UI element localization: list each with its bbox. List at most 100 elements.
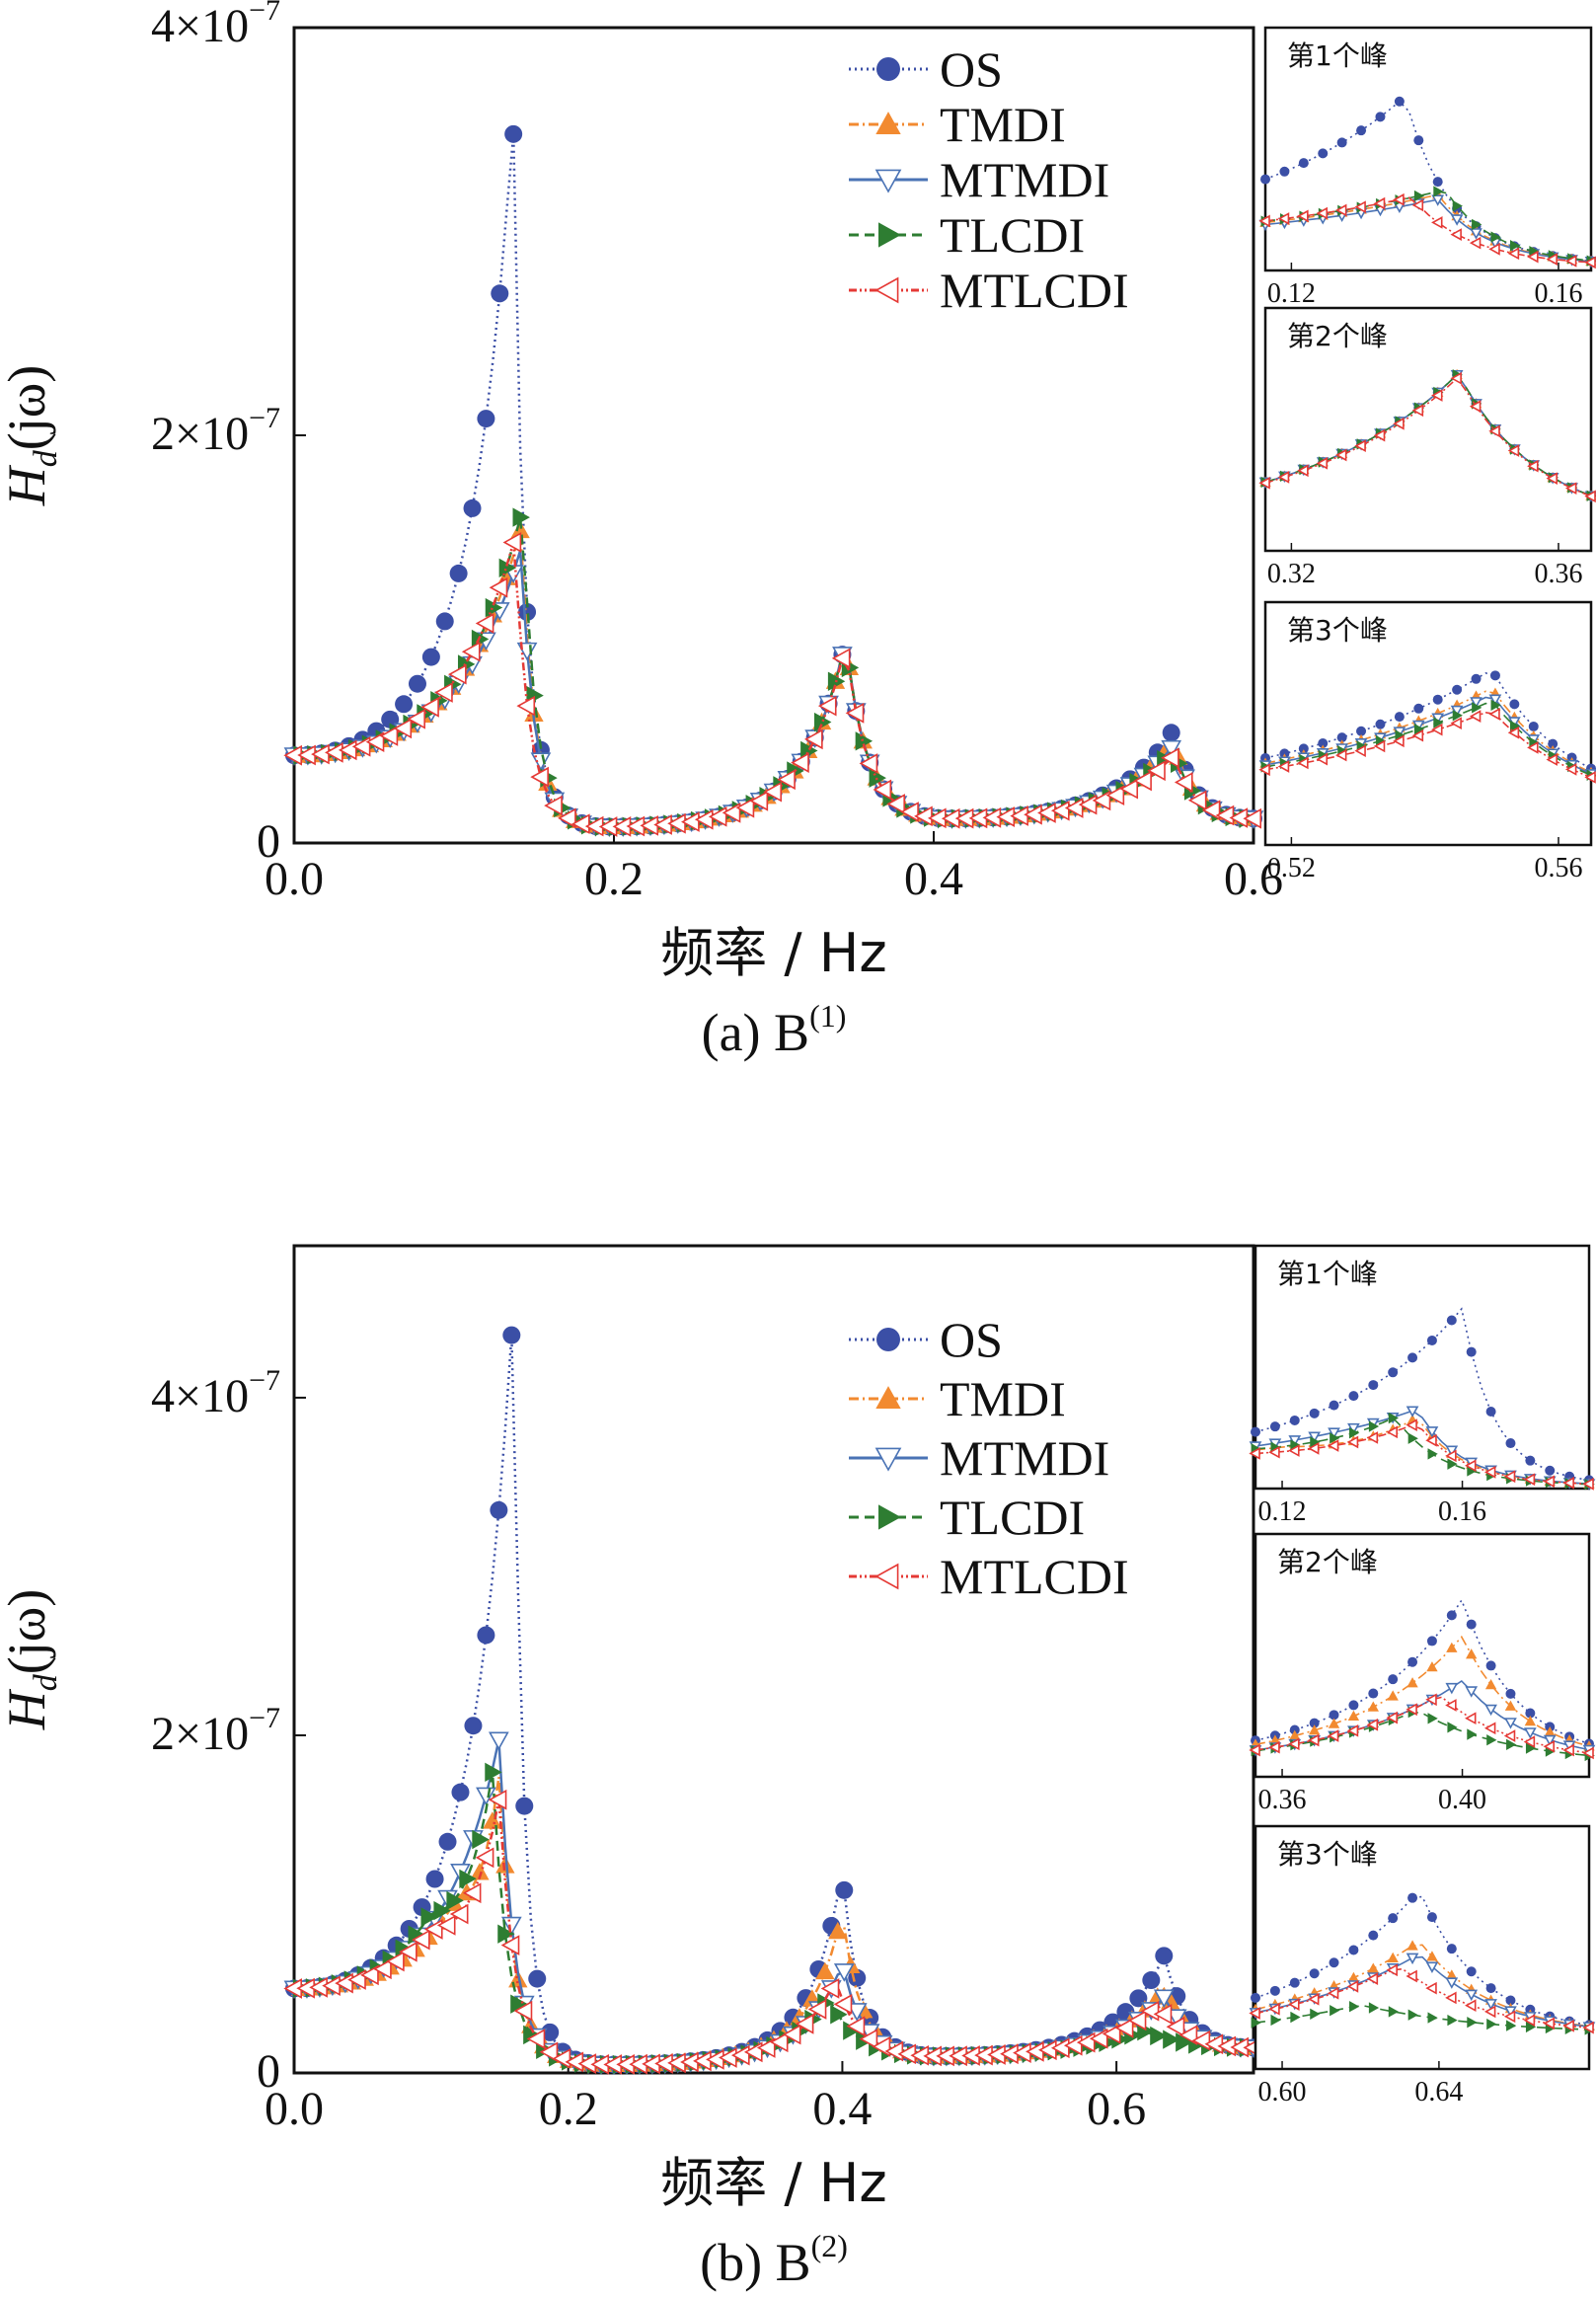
inset-tick-label: 0.64 <box>1414 2077 1463 2107</box>
inset-data-point <box>1249 1743 1260 1757</box>
x-tick-label: 0.4 <box>904 853 963 905</box>
data-point <box>477 1626 495 1645</box>
inset-data-point <box>1329 1710 1339 1721</box>
inset-data-point <box>1466 1619 1477 1630</box>
data-point <box>420 1907 438 1927</box>
legend-label: OS <box>940 1312 1003 1367</box>
data-point <box>407 708 425 729</box>
inset-frame <box>1263 306 1593 553</box>
data-point <box>681 811 700 832</box>
legend-entry: MTLCDI <box>849 263 1129 318</box>
inset-data-point <box>1307 1733 1320 1747</box>
inset-data-point <box>1368 1380 1379 1391</box>
inset-data-point <box>1467 1728 1478 1740</box>
inset-data-point <box>1425 1693 1437 1707</box>
inset-data-point <box>1328 1718 1340 1728</box>
inset-data-point <box>1366 1431 1379 1444</box>
data-point <box>500 1916 522 1936</box>
legend-marker <box>876 57 900 81</box>
legend-marker <box>874 1563 899 1590</box>
inset-data-point <box>1465 1459 1477 1473</box>
inset-data-point <box>1348 1945 1359 1955</box>
inset-data-point <box>1528 721 1539 731</box>
data-point <box>1191 2030 1211 2051</box>
inset-title: 第1个峰 <box>1277 1258 1378 1290</box>
inset-data-point <box>1543 1475 1556 1489</box>
data-point <box>495 1856 515 1874</box>
inset-data-point <box>1469 236 1482 250</box>
inset-data-point <box>1503 2010 1516 2024</box>
inset-data-point <box>1562 1476 1574 1490</box>
data-point <box>815 1961 835 1980</box>
inset-data-point <box>1308 1724 1321 1735</box>
inset-series-mtlcdi <box>1258 708 1596 784</box>
inset-data-point <box>1425 1433 1437 1447</box>
inset-data-point <box>1564 255 1577 268</box>
inset-data-point <box>1348 1700 1359 1711</box>
inset-data-point <box>1505 1438 1516 1449</box>
inset-data-point <box>1489 670 1500 681</box>
x-tick-label: 0.2 <box>539 2083 598 2135</box>
data-point <box>544 795 563 816</box>
data-point <box>1147 760 1166 782</box>
data-point <box>828 1921 848 1940</box>
data-point <box>873 779 892 801</box>
inset-data-point <box>1368 2002 1380 2014</box>
data-point <box>438 1832 457 1851</box>
y-tick-label: 4×10−7 <box>151 0 280 52</box>
data-point <box>1174 772 1193 793</box>
panel-a: 0 2×10−7 4×10−7 0.0 0.2 0.4 0.6 OSTMDIMTMDITLCD… <box>0 0 1596 1062</box>
inset-data-point <box>1488 424 1500 438</box>
inset-data-point <box>1356 125 1367 136</box>
data-point <box>1161 739 1182 759</box>
inset-data-point <box>1406 1703 1417 1717</box>
inset-data-point <box>1546 253 1558 266</box>
inset-data-point <box>1490 231 1501 243</box>
data-point <box>846 2016 866 2037</box>
data-point <box>722 803 741 823</box>
inset-data-point <box>1543 2017 1556 2030</box>
inset-data-point <box>1413 190 1425 202</box>
inset-data-point <box>1413 703 1424 714</box>
data-point <box>360 1964 379 1986</box>
inset-data-point <box>1386 1711 1398 1724</box>
data-point <box>830 2005 848 2025</box>
inset-data-point <box>1466 1966 1477 1977</box>
inset-data-point <box>1488 242 1500 256</box>
inset-data-point <box>1387 1952 1399 1962</box>
inset-data-point <box>1452 199 1463 212</box>
inset-data-point <box>1316 456 1329 470</box>
inset-data-point <box>1297 464 1309 478</box>
data-point <box>835 1880 854 1899</box>
data-point <box>1153 2004 1173 2025</box>
inset-data-point <box>1318 148 1329 159</box>
data-point <box>475 613 494 634</box>
data-point <box>820 1978 840 1999</box>
inset-data-point <box>1465 1712 1477 1725</box>
data-point <box>833 1994 853 2015</box>
data-point <box>461 641 481 662</box>
data-point <box>777 769 796 791</box>
data-point <box>769 2031 789 2053</box>
inset-data-point <box>1446 1315 1457 1326</box>
inset-data-point <box>1450 371 1462 385</box>
data-point <box>526 2029 546 2049</box>
inset-data-point <box>1509 699 1520 710</box>
inset-data-point <box>1307 1441 1320 1455</box>
data-point <box>845 702 865 724</box>
inset-data-point <box>1336 732 1347 743</box>
inset-data-point <box>1488 694 1502 706</box>
data-point <box>483 1811 502 1829</box>
data-point <box>558 807 576 829</box>
data-point <box>1150 2026 1168 2046</box>
data-point <box>846 2003 868 2022</box>
inset-data-point <box>1277 212 1290 225</box>
data-point <box>500 1935 520 1955</box>
inset-data-point <box>1330 2005 1340 2017</box>
inset-data-point <box>1426 1951 1438 1961</box>
data-point <box>539 2041 559 2063</box>
inset-data-point <box>1562 1743 1574 1757</box>
inset-data-point <box>1260 174 1270 185</box>
legend-marker <box>878 1504 901 1530</box>
inset-data-point <box>1258 214 1270 228</box>
